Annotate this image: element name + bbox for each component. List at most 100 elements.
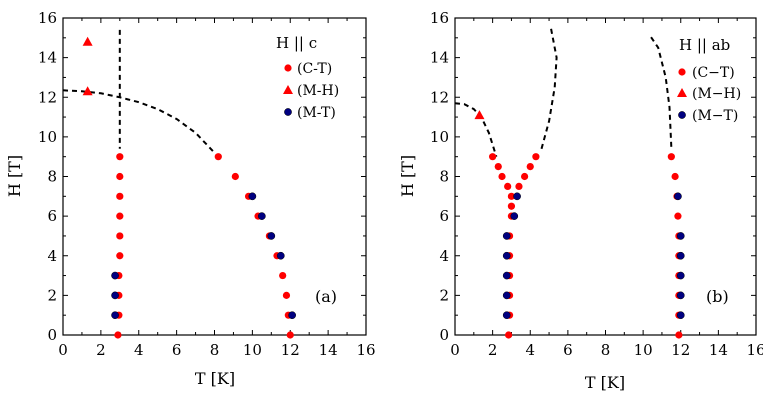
y-tick-label: 8 — [47, 168, 57, 186]
panel-b-x-axis-label: T [K] — [585, 373, 625, 392]
x-tick-label: 14 — [319, 341, 338, 359]
data-point-mt — [276, 251, 285, 260]
panel-a-phase-lines — [62, 29, 216, 154]
x-tick-label: 4 — [134, 341, 144, 359]
panel-b-legend-entry-ct: (C−T) — [692, 65, 735, 81]
data-point-ct — [498, 172, 506, 181]
x-tick-label: 4 — [525, 341, 535, 359]
data-point-ct — [674, 212, 682, 220]
data-point-mh — [474, 110, 485, 120]
panel-a-ticks: 0 2 4 6 8 10 12 14 16 0 2 4 6 8 10 12 14 16 — [38, 9, 376, 359]
panel-a-legend-title: H || c — [276, 34, 317, 52]
x-tick-label: 12 — [281, 341, 300, 359]
data-point-mh — [82, 36, 93, 46]
y-tick-label: 2 — [47, 286, 57, 304]
legend-marker-mt — [284, 108, 292, 116]
y-tick-label: 12 — [38, 88, 57, 106]
panel-b-markers — [474, 110, 685, 339]
y-tick-label: 6 — [439, 207, 449, 225]
y-tick-label: 4 — [47, 247, 57, 265]
panel-a-legend: H || c (C-T) (M-H) (M-T) — [276, 34, 339, 121]
data-point-ct — [116, 232, 124, 240]
panel-a-y-axis-label: H [T] — [5, 155, 24, 197]
data-point-mt — [502, 271, 511, 280]
x-tick-label: 16 — [746, 341, 763, 359]
y-tick-label: 2 — [439, 286, 449, 304]
panel-a-x-axis-label: T [K] — [195, 369, 235, 388]
y-tick-label: 0 — [47, 326, 57, 344]
panel-b-y-axis-label: H [T] — [398, 155, 417, 197]
data-point-mt — [111, 271, 119, 280]
panel-a-legend-entry-ct: (C-T) — [297, 61, 332, 77]
data-point-mt — [676, 311, 685, 320]
y-tick-label: 0 — [439, 326, 449, 344]
y-tick-label: 14 — [38, 49, 57, 67]
data-point-ct — [494, 162, 502, 171]
data-point-mt — [676, 291, 685, 300]
data-point-mt — [502, 291, 511, 300]
data-point-mt — [676, 232, 685, 240]
data-point-ct — [505, 331, 513, 339]
x-tick-label: 8 — [601, 341, 611, 359]
phase-boundary-line — [454, 102, 498, 158]
data-point-ct — [116, 192, 124, 200]
data-point-mt — [510, 212, 519, 220]
data-point-mt — [257, 212, 266, 220]
data-point-ct — [489, 153, 497, 161]
panel-a-legend-markers — [283, 64, 293, 116]
x-tick-label: 2 — [96, 341, 106, 359]
legend-marker-mt — [678, 111, 686, 119]
x-tick-label: 8 — [210, 341, 220, 359]
y-tick-label: 16 — [38, 9, 57, 27]
x-tick-label: 0 — [450, 341, 460, 359]
panel-a-legend-entry-mh: (M-H) — [297, 83, 339, 99]
data-point-mt — [676, 271, 685, 280]
data-point-ct — [671, 172, 679, 181]
panel-b: 0 2 4 6 8 10 12 14 16 0 2 4 6 8 10 12 14 16 T [K] H [T] (… — [398, 9, 763, 392]
data-point-ct — [114, 331, 122, 339]
data-point-mt — [513, 192, 521, 201]
data-point-mt — [502, 232, 511, 240]
panel-b-legend-title: H || ab — [679, 36, 730, 54]
x-tick-label: 14 — [709, 341, 728, 359]
data-point-mt — [502, 311, 511, 320]
data-point-ct — [279, 271, 287, 280]
y-tick-label: 6 — [47, 207, 57, 225]
data-point-ct — [231, 172, 239, 181]
x-tick-label: 12 — [671, 341, 690, 359]
data-point-ct — [116, 252, 124, 260]
x-tick-label: 0 — [58, 341, 68, 359]
data-point-ct — [675, 331, 683, 339]
data-point-ct — [214, 153, 222, 161]
data-point-ct — [116, 172, 124, 181]
data-point-ct — [507, 202, 516, 210]
panel-a-plot-area: 0 2 4 6 8 10 12 14 16 0 2 4 6 8 10 12 14 16 — [38, 9, 376, 359]
legend-marker-mh — [283, 85, 293, 94]
y-tick-label: 4 — [439, 247, 449, 265]
data-point-mt — [111, 291, 119, 300]
data-point-mt — [502, 251, 511, 260]
data-point-ct — [507, 192, 516, 200]
data-point-ct — [532, 153, 540, 161]
data-point-ct — [526, 162, 534, 171]
x-tick-label: 10 — [634, 341, 653, 359]
panel-a: 0 2 4 6 8 10 12 14 16 0 2 4 6 8 10 12 14 16 T [K] H [T] (… — [5, 9, 376, 388]
phase-boundary-line — [62, 89, 216, 154]
data-point-mh — [82, 86, 93, 96]
x-tick-label: 16 — [356, 341, 375, 359]
data-point-mt — [674, 192, 682, 201]
data-point-mt — [288, 311, 296, 320]
y-tick-label: 10 — [38, 128, 57, 146]
panel-b-legend: H || ab (C−T) (M−H) (M−T) — [677, 36, 741, 124]
y-tick-label: 14 — [430, 49, 449, 67]
panel-a-legend-entry-mt: (M-T) — [297, 105, 336, 121]
data-point-ct — [667, 153, 675, 161]
data-point-ct — [521, 172, 529, 181]
data-point-ct — [116, 153, 124, 161]
y-tick-label: 16 — [430, 9, 449, 27]
panel-b-legend-entry-mt: (M−T) — [692, 108, 738, 124]
data-point-ct — [515, 182, 523, 191]
y-tick-label: 10 — [430, 128, 449, 146]
panel-b-tag: (b) — [706, 287, 729, 306]
